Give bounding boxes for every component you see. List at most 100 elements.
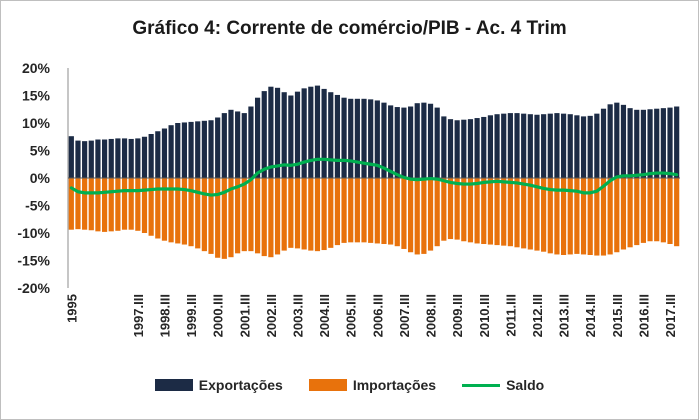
bar-importacoes (474, 178, 480, 244)
bar-importacoes (481, 178, 487, 244)
bar-importacoes (175, 178, 181, 244)
bar-exportacoes (241, 113, 247, 178)
bar-importacoes (514, 178, 520, 248)
bar-importacoes (467, 178, 474, 243)
bar-importacoes (181, 178, 188, 245)
bar-importacoes (294, 178, 301, 249)
x-tick-label: 2013.III (557, 294, 572, 337)
bar-importacoes (368, 178, 374, 243)
y-tick-label: 20% (22, 60, 51, 76)
bar-exportacoes (341, 97, 347, 178)
x-tick-label: 2016.III (636, 294, 651, 337)
bar-exportacoes (95, 139, 101, 178)
bar-importacoes (534, 178, 540, 251)
bar-exportacoes (394, 107, 400, 178)
legend-label-importacoes: Importações (352, 377, 437, 393)
legend-item-importacoes: Importações (308, 377, 437, 393)
bar-exportacoes (494, 114, 500, 178)
bar-importacoes (494, 178, 500, 246)
bar-importacoes (121, 178, 128, 230)
bar-importacoes (82, 178, 88, 230)
bar-importacoes (587, 178, 593, 255)
bar-importacoes (640, 178, 647, 243)
bar-importacoes (394, 178, 400, 247)
bar-importacoes (667, 178, 673, 244)
bar-importacoes (188, 178, 194, 247)
bar-importacoes (201, 178, 207, 252)
bar-exportacoes (155, 131, 161, 178)
bar-importacoes (447, 178, 454, 240)
bar-exportacoes (414, 103, 420, 178)
bar-importacoes (487, 178, 494, 245)
bar-exportacoes (627, 108, 633, 178)
bar-exportacoes (348, 98, 354, 178)
bar-importacoes (527, 178, 533, 250)
bar-exportacoes (547, 113, 553, 178)
x-tick-label: 2015.III (610, 294, 625, 337)
bar-exportacoes (135, 138, 141, 178)
bar-exportacoes (521, 113, 527, 178)
bar-importacoes (567, 178, 573, 255)
y-tick-label: 0% (30, 170, 51, 186)
bar-importacoes (354, 178, 360, 243)
bar-importacoes (261, 178, 267, 257)
y-tick-label: -5% (25, 198, 50, 214)
bar-exportacoes (128, 138, 134, 178)
bar-importacoes (301, 178, 307, 250)
x-tick-label: 1999.III (184, 294, 199, 337)
bar-exportacoes (75, 140, 81, 178)
bar-exportacoes (354, 98, 360, 178)
bar-exportacoes (161, 128, 168, 178)
bar-exportacoes (474, 118, 480, 178)
bar-importacoes (361, 178, 367, 243)
saldo-line (69, 157, 679, 197)
y-tick-label: 15% (22, 88, 51, 104)
bar-exportacoes (580, 116, 587, 178)
x-tick-label: 2011.III (503, 294, 518, 337)
bar-importacoes (221, 178, 227, 259)
bar-importacoes (594, 178, 600, 256)
bar-exportacoes (361, 98, 367, 178)
bar-exportacoes (115, 138, 121, 178)
y-tick-label: -20% (17, 280, 50, 296)
legend-swatch-exportacoes (154, 379, 193, 391)
bar-exportacoes (600, 108, 607, 178)
bar-importacoes (95, 178, 101, 232)
bar-exportacoes (268, 86, 274, 178)
bar-importacoes (461, 178, 467, 242)
bar-importacoes (235, 178, 241, 254)
bar-importacoes (454, 178, 460, 240)
bar-importacoes (168, 178, 174, 243)
bar-importacoes (208, 178, 214, 254)
bar-exportacoes (587, 115, 593, 178)
bar-exportacoes (314, 85, 321, 178)
bar-exportacoes (421, 102, 427, 178)
bar-exportacoes (401, 107, 407, 178)
bar-importacoes (607, 178, 613, 255)
bar-exportacoes (454, 120, 460, 178)
bar-exportacoes (574, 115, 580, 178)
bar-importacoes (634, 178, 640, 246)
bar-exportacoes (168, 125, 174, 178)
bar-exportacoes (248, 106, 254, 178)
bar-importacoes (574, 178, 580, 254)
bar-exportacoes (507, 113, 513, 178)
bar-importacoes (288, 178, 294, 248)
bar-exportacoes (321, 88, 327, 178)
x-tick-label: 2007.III (397, 294, 412, 337)
bar-exportacoes (567, 114, 573, 178)
x-tick-label: 2005.III (344, 294, 359, 337)
bar-exportacoes (181, 122, 188, 178)
bar-importacoes (674, 178, 680, 247)
bar-importacoes (547, 178, 553, 254)
bar-exportacoes (407, 106, 414, 178)
bar-exportacoes (620, 104, 627, 178)
bar-importacoes (141, 178, 148, 233)
bar-exportacoes (441, 116, 447, 178)
bar-exportacoes (614, 102, 620, 178)
x-tick-label: 2004.III (317, 294, 332, 337)
bar-exportacoes (660, 108, 666, 178)
bar-exportacoes (254, 97, 261, 178)
bar-importacoes (88, 178, 94, 231)
